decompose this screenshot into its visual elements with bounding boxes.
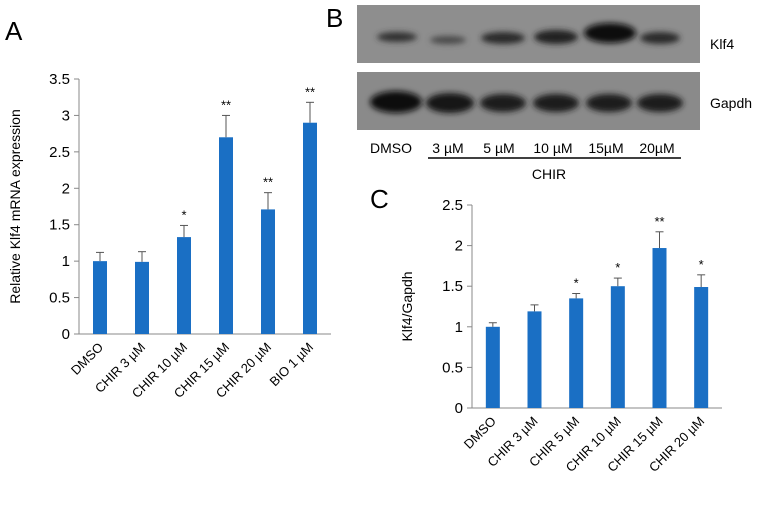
- error-bar: [655, 231, 664, 249]
- lane-label: 3 µM: [432, 140, 463, 156]
- error-bar: [264, 192, 272, 210]
- y-tick-label: 1.5: [442, 278, 463, 295]
- bar: [569, 298, 584, 408]
- x-tick-label: BIO 1 µM: [267, 340, 317, 390]
- error-bar: [572, 293, 581, 299]
- error-bar: [138, 251, 146, 262]
- bar: [485, 326, 500, 408]
- y-tick-label: 1: [62, 253, 70, 270]
- y-tick-label: 0: [455, 400, 463, 417]
- group-label: CHIR: [532, 166, 566, 182]
- bar: [303, 122, 317, 334]
- error-bar: [530, 304, 539, 312]
- error-bar: [222, 114, 230, 138]
- y-axis-label: Relative Klf4 mRNA expression: [7, 109, 23, 304]
- bar: [694, 287, 709, 408]
- significance: **: [263, 175, 273, 190]
- y-tick-label: 0: [62, 326, 70, 343]
- y-tick-label: 0.5: [442, 359, 463, 376]
- significance: *: [615, 260, 620, 275]
- bar: [219, 137, 233, 334]
- error-bar: [96, 251, 104, 262]
- y-tick-label: 2: [62, 180, 70, 197]
- bar: [135, 261, 149, 334]
- error-bar: [180, 224, 188, 238]
- lane-label: DMSO: [370, 140, 412, 156]
- y-tick-label: 2.5: [442, 197, 463, 214]
- y-tick-label: 3.5: [49, 71, 70, 88]
- bar: [93, 261, 107, 334]
- error-bar: [697, 274, 706, 288]
- error-bar: [488, 322, 497, 327]
- significance: *: [181, 207, 186, 222]
- y-tick-label: 1.5: [49, 217, 70, 234]
- y-tick-label: 2.5: [49, 144, 70, 161]
- lane-label: 5 µM: [483, 140, 514, 156]
- blot-bands: [370, 23, 683, 113]
- significance: *: [574, 276, 579, 291]
- significance: **: [221, 97, 231, 112]
- blot-row-label: Klf4: [710, 36, 734, 52]
- bar: [527, 311, 542, 408]
- significance: **: [305, 84, 315, 99]
- blot-row-label: Gapdh: [710, 95, 752, 111]
- lane-label: 10 µM: [533, 140, 572, 156]
- bar: [261, 209, 275, 334]
- y-tick-label: 1: [455, 319, 463, 336]
- error-bar: [306, 101, 314, 123]
- y-tick-label: 3: [62, 107, 70, 124]
- x-tick-label: DMSO: [68, 340, 106, 378]
- y-tick-label: 0.5: [49, 290, 70, 307]
- bar: [652, 248, 667, 408]
- significance: *: [699, 257, 704, 272]
- panel-label: C: [370, 184, 389, 214]
- bar: [610, 286, 625, 408]
- blot-strip: [357, 5, 700, 63]
- panel-label: A: [5, 16, 23, 46]
- y-tick-label: 2: [455, 238, 463, 255]
- lane-label: 20µM: [639, 140, 674, 156]
- panel-label: B: [326, 3, 343, 33]
- lane-label: 15µM: [588, 140, 623, 156]
- x-tick-label: DMSO: [461, 414, 499, 452]
- bar: [177, 237, 191, 334]
- significance: **: [654, 214, 664, 229]
- y-axis-label: Klf4/Gapdh: [399, 271, 415, 341]
- error-bar: [613, 277, 622, 287]
